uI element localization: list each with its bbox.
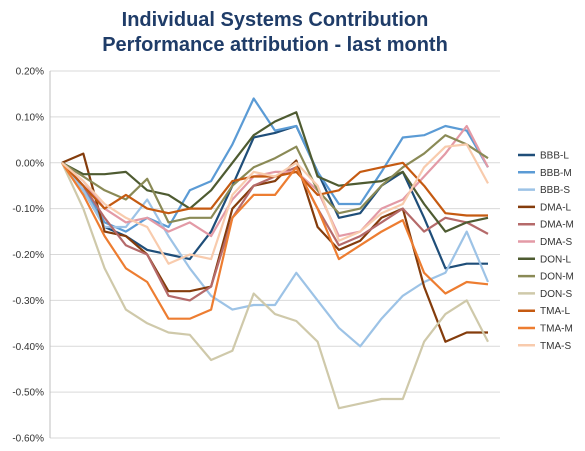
series-line-bbb-s <box>61 162 490 348</box>
chart-subtitle: Performance attribution - last month <box>102 34 448 56</box>
legend-label-bbb-l: BBB-L <box>540 151 569 162</box>
series-line-bbb-m <box>61 97 489 233</box>
y-axis: 0.20% 0.10% 0.00% -0.10% -0.20% -0.30% -0.40% -… <box>12 67 51 445</box>
legend-label-don-m: DON-M <box>540 272 574 283</box>
series-line-tma-s <box>61 143 489 265</box>
series-line-bbb-l <box>61 124 488 270</box>
legend-label-don-s: DON-S <box>540 289 573 300</box>
legend-label-tma-l: TMA-L <box>540 306 570 317</box>
series-line-don-l <box>61 111 489 233</box>
y-tick-label: -0.30% <box>12 296 44 307</box>
y-tick-label: -0.40% <box>12 342 44 353</box>
legend-label-bbb-s: BBB-S <box>540 185 570 196</box>
series-line-tma-m <box>61 162 489 320</box>
y-tick-label: -0.10% <box>12 204 44 215</box>
legend-label-dma-l: DMA-L <box>540 202 572 213</box>
legend-label-dma-s: DMA-S <box>540 237 573 248</box>
y-tick-label: 0.20% <box>16 67 44 78</box>
y-tick-label: 0.00% <box>16 158 44 169</box>
y-tick-label: -0.50% <box>12 388 44 399</box>
legend-label-don-l: DON-L <box>540 254 572 265</box>
legend: BBB-L BBB-M BBB-S DMA-L DMA-M DMA-S DON-L DON-M… <box>518 151 574 352</box>
legend-label-tma-m: TMA-M <box>540 324 573 335</box>
legend-label-bbb-m: BBB-M <box>540 168 572 179</box>
chart-title: Individual Systems Contribution <box>121 9 429 31</box>
series-line-don-m <box>61 134 489 224</box>
y-tick-label: -0.20% <box>12 250 44 261</box>
series-line-don-s <box>61 162 489 410</box>
legend-label-tma-s: TMA-S <box>540 341 571 352</box>
series-line-dma-l <box>61 152 488 343</box>
y-tick-label: -0.60% <box>12 434 44 445</box>
legend-label-dma-m: DMA-M <box>540 220 574 231</box>
gridlines <box>50 70 500 439</box>
series-line-tma-l <box>61 161 488 217</box>
y-tick-label: 0.10% <box>16 112 44 123</box>
chart-title-block: Individual Systems Contribution Performa… <box>60 8 490 58</box>
series-lines <box>61 97 490 410</box>
